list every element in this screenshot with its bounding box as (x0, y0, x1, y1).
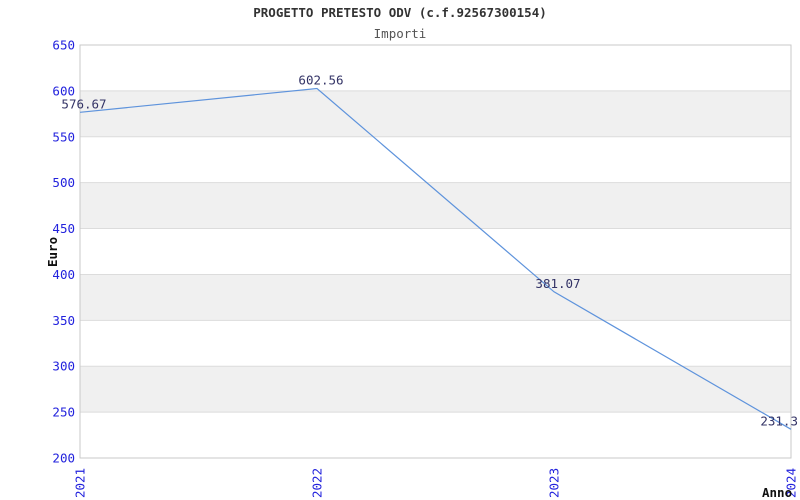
series-line-group (79, 87, 792, 430)
y-tick-label: 600 (52, 83, 75, 98)
y-axis-title: Euro (45, 237, 60, 267)
data-point-label: 576.67 (61, 96, 106, 111)
y-tick-labels: 200 250 300 350 400 450 500 550 600 650 (52, 38, 75, 466)
x-axis-title: Anno (762, 485, 792, 500)
chart-title: PROGETTO PRETESTO ODV (c.f.92567300154) (253, 5, 547, 20)
y-tick-label: 450 (52, 221, 75, 236)
plot-border (79, 44, 792, 459)
x-tick-label: 2024 (784, 468, 799, 498)
y-tick-label: 250 (52, 405, 75, 420)
data-point-label: 231.3 (760, 413, 798, 428)
x-tick-label: 2022 (310, 468, 325, 498)
y-tick-label: 650 (52, 38, 75, 53)
y-tick-label: 400 (52, 267, 75, 282)
series-line (79, 87, 792, 430)
y-tick-label: 550 (52, 129, 75, 144)
background-bands (80, 90, 791, 413)
x-tick-labels: 2021 2022 2023 2024 (73, 468, 799, 498)
y-tick-label: 500 (52, 175, 75, 190)
grid-band (80, 90, 791, 137)
data-point-label: 381.07 (535, 276, 580, 291)
x-tick-label: 2021 (73, 468, 88, 498)
y-tick-label: 200 (52, 451, 75, 466)
data-point-label: 602.56 (298, 73, 343, 88)
y-tick-label: 350 (52, 313, 75, 328)
grid-band (80, 274, 791, 321)
grid-band (80, 366, 791, 413)
x-tick-label: 2023 (547, 468, 562, 498)
y-tick-label: 300 (52, 359, 75, 374)
plot-border-group (79, 44, 792, 459)
chart-subtitle: Importi (374, 26, 427, 41)
data-point-labels: 576.67 602.56 381.07 231.3 (61, 73, 798, 429)
